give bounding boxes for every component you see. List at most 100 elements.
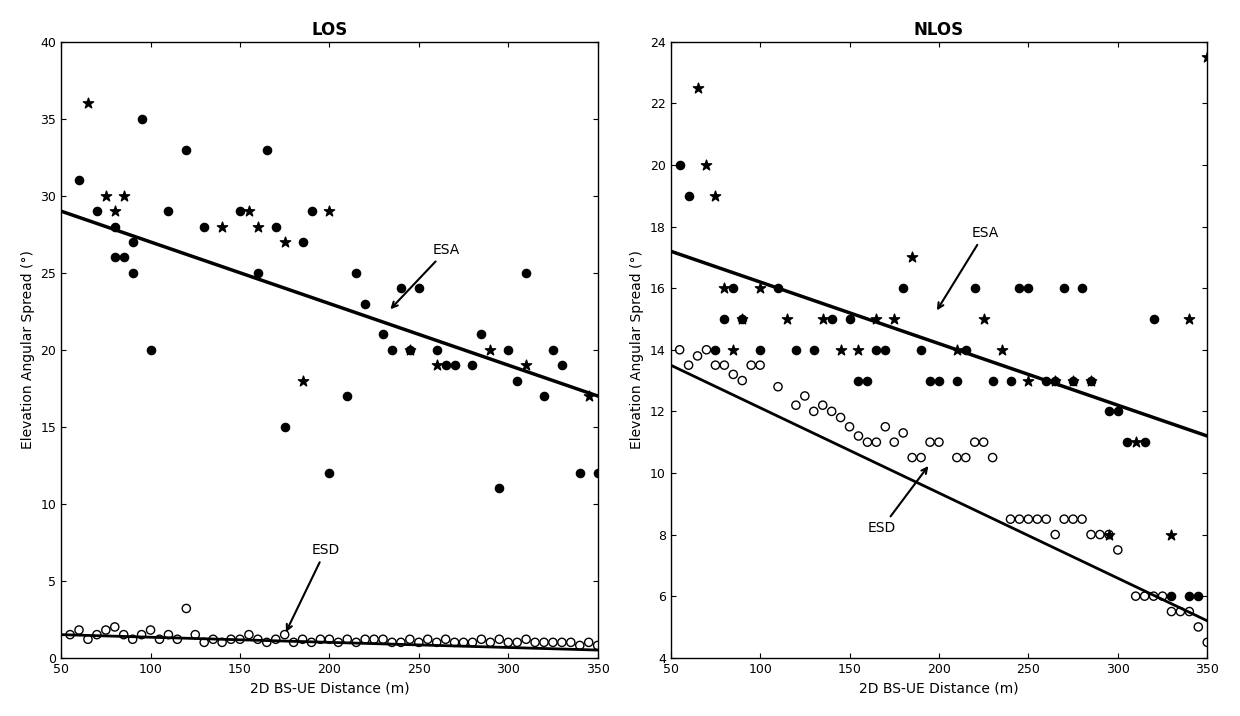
Point (875, 344, 895, 355)
Point (445, 637, 465, 648)
Point (1099, 529, 1118, 541)
Point (1081, 375, 1101, 387)
Point (337, 634, 357, 645)
Point (212, 637, 232, 648)
Point (87, 205, 107, 217)
Point (579, 390, 599, 402)
Point (1179, 313, 1199, 324)
Text: ESA: ESA (392, 243, 460, 308)
Point (983, 375, 1003, 387)
Point (688, 82, 708, 94)
Point (1001, 375, 1021, 387)
Point (733, 375, 753, 387)
Point (534, 390, 554, 402)
Point (983, 452, 1003, 463)
Point (176, 144, 196, 155)
Point (435, 634, 455, 645)
Point (1135, 437, 1154, 448)
Point (123, 236, 143, 248)
Point (804, 406, 823, 417)
Point (1073, 513, 1092, 525)
Point (490, 634, 510, 645)
Point (831, 412, 851, 423)
Point (355, 298, 374, 309)
Point (265, 221, 285, 232)
Point (750, 282, 770, 294)
Point (427, 359, 446, 371)
Point (920, 375, 940, 387)
Y-axis label: Elevation Angular Spread (°): Elevation Angular Spread (°) (21, 251, 35, 449)
Point (114, 629, 134, 640)
Point (105, 205, 125, 217)
Point (1081, 375, 1101, 387)
Point (284, 637, 304, 648)
Point (498, 637, 518, 648)
Point (275, 629, 295, 640)
Point (257, 144, 277, 155)
Point (131, 629, 151, 640)
Point (275, 236, 295, 248)
Point (893, 282, 913, 294)
Point (858, 375, 878, 387)
Point (140, 344, 160, 355)
Point (822, 313, 842, 324)
Point (1018, 375, 1038, 387)
Point (1188, 621, 1208, 633)
Point (848, 430, 868, 442)
Point (570, 639, 590, 651)
Point (678, 359, 698, 371)
Point (723, 344, 743, 355)
Point (723, 282, 743, 294)
Point (965, 437, 985, 448)
Point (1117, 437, 1137, 448)
Point (973, 313, 993, 324)
Point (929, 437, 949, 448)
Point (427, 637, 446, 648)
Point (159, 629, 179, 640)
Point (1045, 375, 1065, 387)
Point (239, 629, 259, 640)
Point (195, 221, 215, 232)
Point (786, 344, 806, 355)
Point (418, 634, 438, 645)
Point (516, 267, 536, 279)
Point (1162, 529, 1182, 541)
Point (212, 221, 232, 232)
Point (471, 329, 491, 340)
Point (355, 634, 374, 645)
Point (95, 624, 115, 636)
Point (750, 359, 770, 371)
Point (947, 375, 967, 387)
Point (552, 359, 572, 371)
Point (1045, 529, 1065, 541)
Point (301, 637, 321, 648)
Point (714, 313, 734, 324)
Point (401, 634, 420, 645)
Point (839, 313, 859, 324)
Text: ESD: ESD (286, 543, 340, 630)
Point (409, 282, 429, 294)
Point (867, 437, 887, 448)
Point (391, 637, 410, 648)
Point (1054, 513, 1074, 525)
Point (516, 634, 536, 645)
X-axis label: 2D BS-UE Distance (m): 2D BS-UE Distance (m) (859, 681, 1019, 695)
Point (391, 282, 410, 294)
Point (795, 390, 815, 402)
Point (463, 637, 482, 648)
Point (579, 637, 599, 648)
Point (498, 344, 518, 355)
Point (893, 427, 913, 439)
Point (1045, 375, 1065, 387)
Point (965, 282, 985, 294)
Point (1001, 513, 1021, 525)
Point (346, 637, 366, 648)
Point (329, 637, 348, 648)
Point (1143, 313, 1163, 324)
Point (231, 634, 250, 645)
Point (768, 381, 787, 392)
Point (570, 468, 590, 479)
Point (480, 637, 500, 648)
Point (337, 390, 357, 402)
Point (1009, 282, 1029, 294)
